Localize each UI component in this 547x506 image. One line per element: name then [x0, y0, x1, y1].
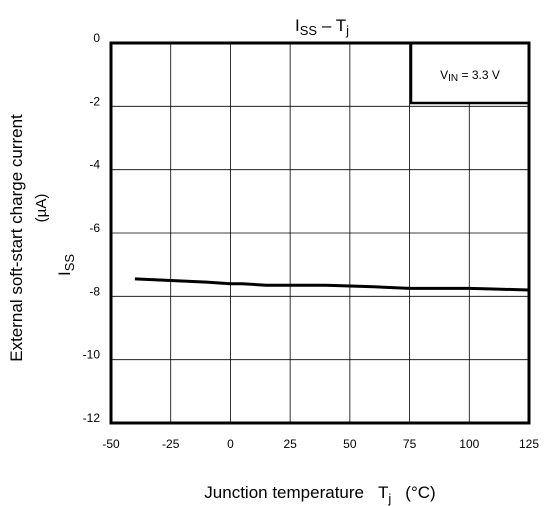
x-tick-label: 75: [403, 437, 417, 451]
title-symbol: I: [295, 16, 300, 35]
x-axis-label: Junction temperature: [204, 483, 364, 502]
y-tick-label: -12: [83, 411, 101, 425]
title-dash: – T: [317, 16, 346, 35]
x-axis-subscript: j: [387, 491, 391, 506]
annotation-subscript: IN: [448, 73, 458, 84]
y-axis-title: External soft-start charge current: [7, 114, 26, 362]
x-tick-label: 125: [519, 437, 539, 451]
x-axis-title: Junction temperature Tj (°C): [204, 483, 435, 506]
y-tick-labels: 0 -2 -4 -6 -8 -10 -12: [83, 31, 101, 425]
y-axis-symbol: ISS: [55, 254, 77, 276]
title-subscript: SS: [300, 23, 318, 38]
x-tick-label: -25: [162, 437, 180, 451]
x-tick-label: -50: [102, 437, 120, 451]
y-axis-unit: (µA): [33, 194, 50, 223]
series-group: [134, 277, 530, 292]
y-axis-symbol-group: ISS: [55, 254, 77, 276]
x-axis-symbol: T: [378, 483, 388, 502]
x-axis-unit: (°C): [405, 483, 435, 502]
x-tick-label: 100: [459, 437, 479, 451]
y-tick-label: -4: [89, 158, 100, 172]
x-tick-label: 0: [227, 437, 234, 451]
y-tick-label: -8: [89, 284, 100, 298]
x-tick-label: 50: [343, 437, 357, 451]
grid: [111, 43, 529, 423]
annotation-box: [409, 41, 531, 105]
series-line: [134, 277, 530, 292]
annotation-value: = 3.3 V: [458, 68, 500, 82]
title-subscript-2: j: [345, 23, 349, 38]
y-axis-line1: External soft-start charge current: [7, 114, 26, 362]
y-axis-unit-group: (µA): [33, 194, 50, 223]
annotation-text: VIN = 3.3 V: [440, 68, 500, 84]
x-tick-labels: -50 -25 0 25 50 75 100 125: [102, 437, 539, 451]
y-tick-label: -10: [83, 348, 101, 362]
y-axis-symbol-subscript: SS: [62, 254, 77, 272]
y-tick-label: 0: [93, 31, 100, 45]
y-tick-label: -2: [89, 94, 100, 108]
x-tick-label: 25: [283, 437, 297, 451]
chart-title: ISS – Tj: [295, 16, 349, 38]
plot-frame: [109, 41, 531, 425]
annotation-prefix: V: [440, 68, 448, 82]
y-tick-label: -6: [89, 221, 100, 235]
y-axis-symbol-letter: I: [55, 271, 74, 276]
